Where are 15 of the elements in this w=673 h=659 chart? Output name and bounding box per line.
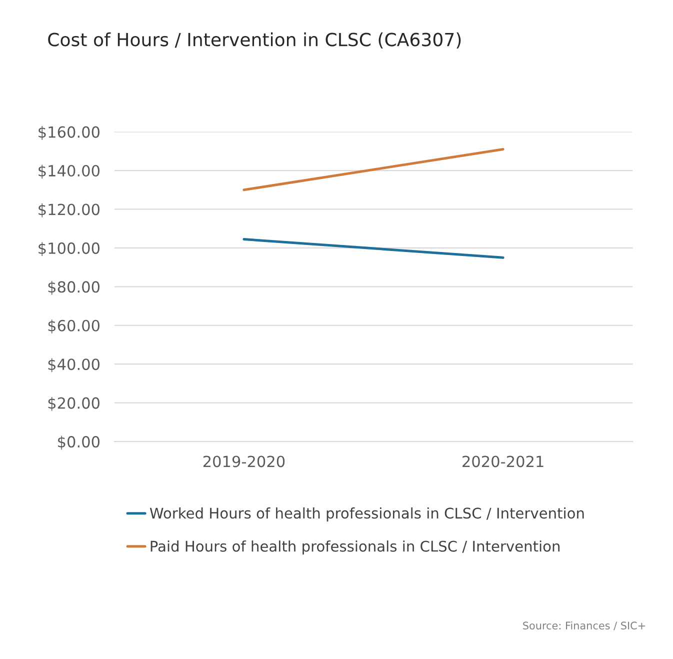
legend-label: Paid Hours of health professionals in CLSC / Intervention (150, 540, 560, 555)
x-tick-label: 2020-2021 (462, 456, 544, 468)
y-tick-label: $20.00 (48, 397, 100, 411)
y-tick-label: $60.00 (48, 320, 100, 334)
y-tick-label: $120.00 (38, 203, 100, 218)
x-tick-label: 2019-2020 (203, 456, 285, 468)
y-tick-label: $140.00 (38, 164, 100, 179)
y-tick-label: $0.00 (58, 436, 100, 450)
y-tick-label: $100.00 (38, 242, 100, 256)
source-note: Source: Finances / SIC+ (523, 621, 645, 630)
y-tick-label: $40.00 (48, 358, 100, 372)
chart-title: Cost of Hours / Intervention in CLSC (CA6307) (48, 32, 461, 49)
y-tick-label: $160.00 (38, 126, 100, 140)
legend-label: Worked Hours of health professionals in CLSC / Intervention (150, 507, 584, 522)
y-tick-label: $80.00 (48, 280, 100, 295)
